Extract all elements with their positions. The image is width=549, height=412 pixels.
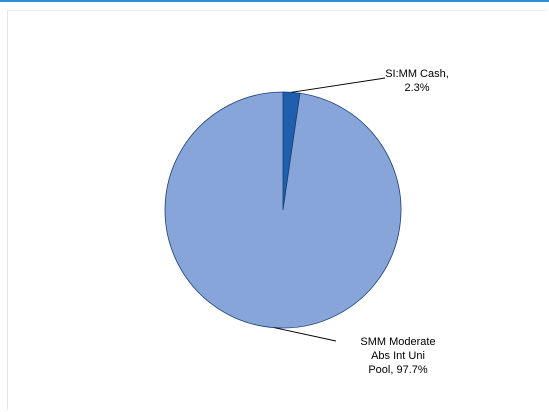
slice-label-line: Pool, 97.7% [368, 364, 428, 376]
leader-line-smm-moderate-abs-int-uni-pool-97-7 [274, 327, 337, 342]
slice-label-line: 2.3% [404, 82, 429, 94]
chart-panel [7, 10, 547, 410]
pie-slice-smm-moderate-abs-int-uni-pool-97-7 [164, 91, 402, 329]
slice-label-smm-moderate-abs-int-uni-pool-97-7: SMM Moderate Abs Int Uni Pool, 97.7% [360, 336, 435, 376]
slice-label-line: SI:MM Cash, [385, 68, 449, 80]
slice-label-line: SMM Moderate [360, 336, 435, 348]
slice-label-line: Abs Int Uni [371, 350, 425, 362]
leader-line-si-mm-cash-2-3 [291, 77, 386, 93]
top-accent-bar [0, 0, 549, 2]
slice-label-si-mm-cash-2-3: SI:MM Cash, 2.3% [385, 68, 449, 94]
